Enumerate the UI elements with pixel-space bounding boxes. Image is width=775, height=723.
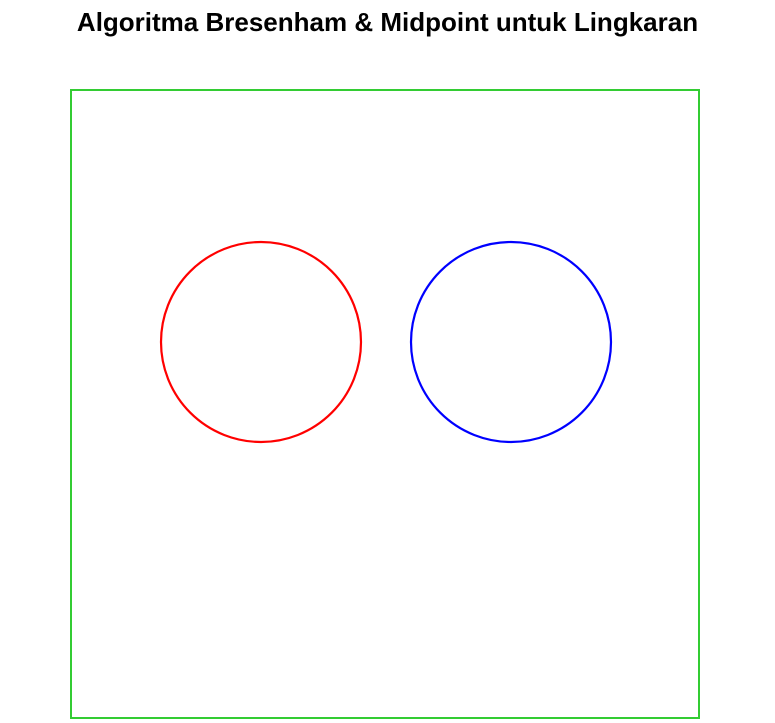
drawing-canvas (70, 89, 700, 719)
midpoint-circle (409, 240, 613, 444)
bresenham-circle (159, 240, 363, 444)
canvas-svg (159, 240, 613, 444)
page-title: Algoritma Bresenham & Midpoint untuk Lin… (76, 7, 699, 37)
